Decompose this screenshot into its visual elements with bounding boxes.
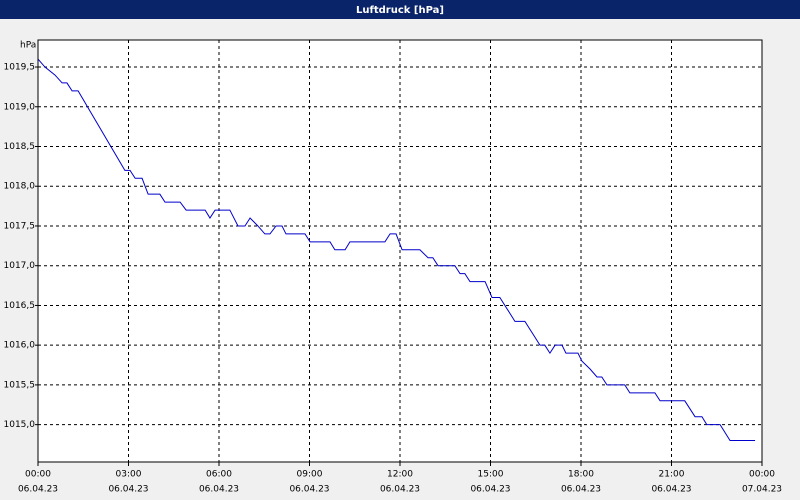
y-tick-label: 1017,5 [4,221,36,231]
title-bar [0,0,800,19]
x-tick-date: 06.04.23 [18,485,58,495]
x-tick-time: 18:00 [568,470,594,480]
x-tick-date: 06.04.23 [289,485,329,495]
x-tick-date: 07.04.23 [742,485,782,495]
x-tick-date: 06.04.23 [380,485,420,495]
y-tick-label: 1017,0 [4,261,36,271]
chart-title: Luftdruck [hPa] [356,5,444,16]
x-tick-date: 06.04.23 [561,485,601,495]
x-tick-time: 00:00 [749,470,775,480]
x-tick-time: 00:00 [25,470,51,480]
x-tick-date: 06.04.23 [651,485,691,495]
y-tick-label: 1019,0 [4,102,36,112]
x-tick-date: 06.04.23 [470,485,510,495]
x-tick-time: 09:00 [297,470,323,480]
y-tick-label: 1015,5 [4,380,36,390]
y-tick-label: 1016,0 [4,341,36,351]
y-tick-label: 1018,5 [4,142,36,152]
y-tick-label: 1019,5 [4,63,36,73]
x-tick-time: 15:00 [478,470,504,480]
x-tick-time: 21:00 [659,470,685,480]
x-tick-time: 06:00 [206,470,232,480]
y-tick-label: 1016,5 [4,301,36,311]
x-tick-date: 06.04.23 [199,485,239,495]
y-tick-label: 1015,0 [4,420,36,430]
x-tick-time: 03:00 [116,470,142,480]
y-unit: hPa [20,41,36,51]
x-tick-date: 06.04.23 [108,485,148,495]
x-tick-time: 12:00 [387,470,413,480]
y-tick-label: 1018,0 [4,182,36,192]
line-series [37,58,756,442]
